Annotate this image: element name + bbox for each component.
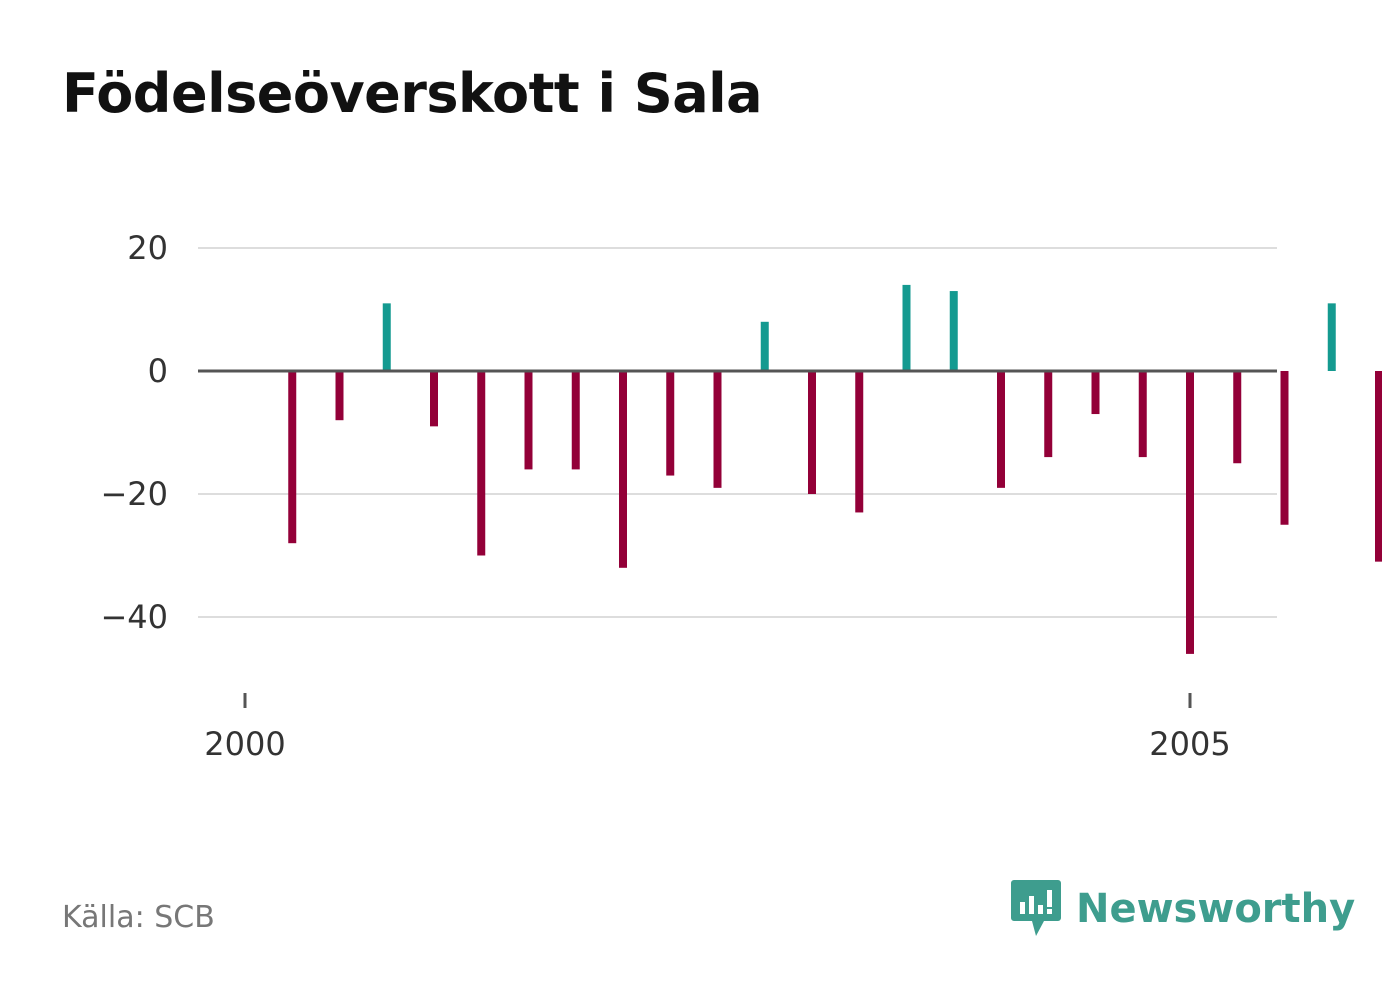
bar bbox=[335, 371, 344, 421]
bar bbox=[902, 284, 911, 371]
bar bbox=[1327, 303, 1336, 371]
newsworthy-logo-icon bbox=[1011, 880, 1061, 936]
source-label: Källa: SCB bbox=[62, 900, 215, 935]
bar bbox=[1138, 371, 1147, 458]
bar bbox=[1044, 371, 1053, 458]
chart-title: Födelseöverskott i Sala bbox=[62, 62, 763, 125]
bar bbox=[1280, 371, 1289, 525]
bar bbox=[524, 371, 533, 470]
y-tick-label: −40 bbox=[100, 598, 168, 636]
bar bbox=[382, 303, 391, 371]
brand-name: Newsworthy bbox=[1076, 886, 1356, 932]
bar bbox=[997, 371, 1005, 488]
bar bbox=[760, 321, 769, 371]
bar bbox=[477, 371, 486, 556]
bar bbox=[1186, 371, 1194, 654]
brand-logo[interactable]: Newsworthy bbox=[1010, 878, 1355, 940]
bar bbox=[855, 371, 864, 513]
y-tick-label: −20 bbox=[100, 475, 168, 513]
y-tick-label: 20 bbox=[127, 229, 168, 267]
x-tick-label: 2005 bbox=[1149, 725, 1230, 763]
x-tick-label: 2000 bbox=[204, 725, 285, 763]
bar bbox=[430, 371, 438, 427]
bar bbox=[571, 371, 580, 470]
bar bbox=[666, 371, 675, 476]
bar bbox=[713, 371, 722, 488]
bar bbox=[1091, 371, 1100, 415]
bar bbox=[949, 291, 958, 371]
bar bbox=[619, 371, 627, 568]
bar bbox=[1233, 371, 1242, 464]
y-tick-label: 0 bbox=[148, 352, 168, 390]
bar bbox=[808, 371, 816, 494]
bar bbox=[288, 371, 297, 544]
bar bbox=[1375, 371, 1382, 562]
